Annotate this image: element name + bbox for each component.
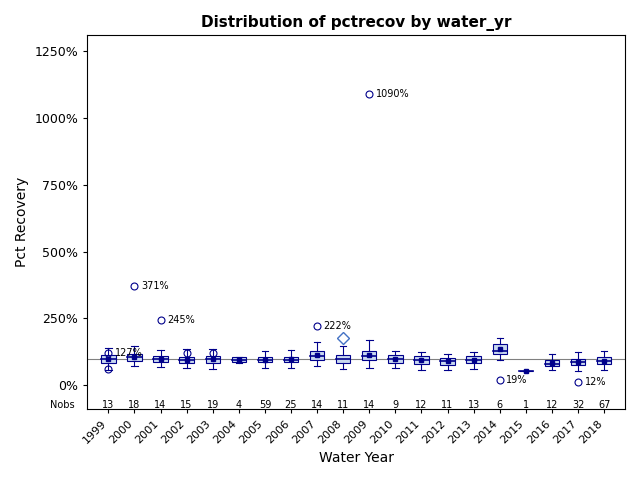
Y-axis label: Pct Recovery: Pct Recovery	[15, 177, 29, 267]
Text: 59: 59	[259, 400, 271, 410]
Bar	[571, 359, 585, 365]
Text: 14: 14	[363, 400, 376, 410]
Text: 18: 18	[128, 400, 141, 410]
Text: 14: 14	[311, 400, 323, 410]
Bar	[232, 358, 246, 362]
Text: 12: 12	[415, 400, 428, 410]
Text: 13: 13	[102, 400, 115, 410]
Bar	[493, 344, 507, 354]
Text: 127%: 127%	[115, 348, 143, 358]
Text: 11: 11	[337, 400, 349, 410]
Text: 222%: 222%	[324, 321, 351, 331]
Bar	[440, 358, 455, 365]
Text: 9: 9	[392, 400, 399, 410]
Text: 11: 11	[442, 400, 454, 410]
Bar	[545, 360, 559, 366]
Bar	[205, 356, 220, 363]
Text: 12%: 12%	[584, 377, 606, 387]
Text: 1090%: 1090%	[376, 89, 410, 99]
Text: 4: 4	[236, 400, 242, 410]
X-axis label: Water Year: Water Year	[319, 451, 394, 465]
Text: 25: 25	[285, 400, 297, 410]
Bar	[310, 350, 324, 360]
Text: 15: 15	[180, 400, 193, 410]
Text: 13: 13	[468, 400, 480, 410]
Bar	[179, 357, 194, 363]
Bar	[414, 356, 429, 364]
Text: 19: 19	[207, 400, 219, 410]
Text: 245%: 245%	[167, 315, 195, 325]
Bar	[388, 355, 403, 363]
Bar	[154, 356, 168, 362]
Bar	[467, 356, 481, 363]
Bar	[127, 354, 141, 361]
Text: 14: 14	[154, 400, 166, 410]
Bar	[284, 357, 298, 362]
Text: 19%: 19%	[506, 375, 527, 385]
Bar	[336, 355, 350, 363]
Bar	[101, 355, 115, 362]
Text: 371%: 371%	[141, 281, 168, 291]
Text: 67: 67	[598, 400, 611, 410]
Bar	[597, 357, 611, 364]
Text: 6: 6	[497, 400, 503, 410]
Text: 1: 1	[523, 400, 529, 410]
Text: 12: 12	[546, 400, 558, 410]
Text: Nobs: Nobs	[50, 400, 74, 410]
Bar	[362, 350, 376, 360]
Text: 32: 32	[572, 400, 584, 410]
Bar	[258, 358, 272, 362]
Title: Distribution of pctrecov by water_yr: Distribution of pctrecov by water_yr	[201, 15, 511, 31]
